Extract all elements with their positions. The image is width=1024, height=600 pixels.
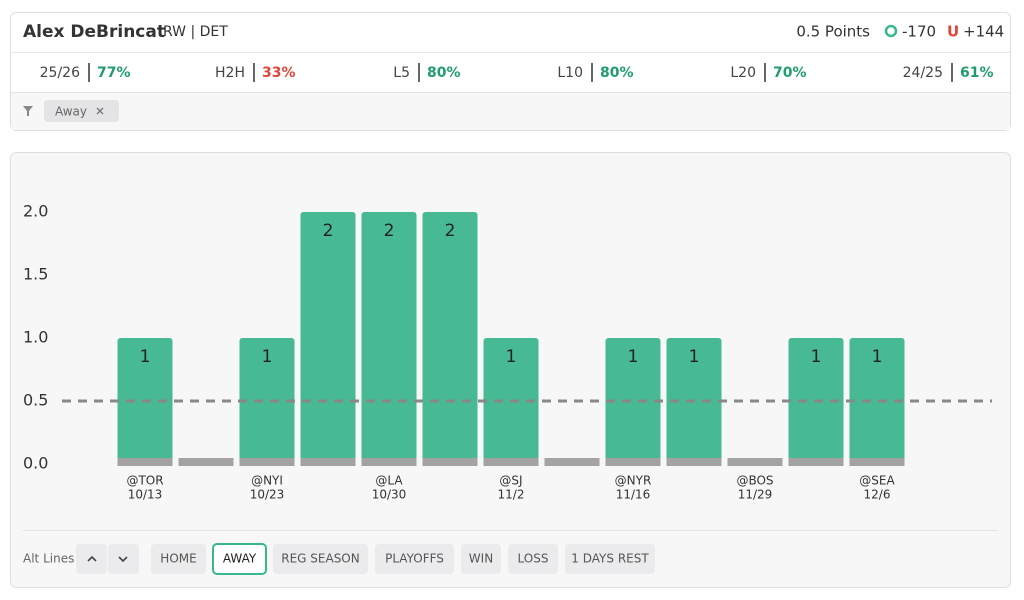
x-tick-label: @NYR bbox=[615, 474, 652, 488]
stat-value: 77% bbox=[97, 65, 131, 81]
filter-button-label: 1 DAYS REST bbox=[571, 552, 649, 566]
alt-down[interactable] bbox=[108, 544, 139, 574]
filter-remove[interactable] bbox=[96, 107, 104, 115]
stat-label: L10 bbox=[557, 65, 583, 81]
over-icon bbox=[884, 24, 898, 38]
filter-button[interactable] bbox=[273, 544, 368, 574]
filter-button-label: PLAYOFFS bbox=[385, 552, 444, 566]
alt-up[interactable] bbox=[76, 544, 107, 574]
bar bbox=[605, 338, 661, 464]
value-label: 1 bbox=[506, 347, 517, 367]
value-label: 1 bbox=[872, 347, 883, 367]
bar-base bbox=[788, 458, 844, 466]
value-label: 1 bbox=[811, 347, 822, 367]
stat-value: 80% bbox=[600, 65, 634, 81]
bar bbox=[361, 212, 417, 464]
controls: Alt Lines HOME AWAY REG SEASON PLAYOFFS WIN LO… bbox=[23, 543, 655, 575]
filter-row bbox=[11, 93, 1010, 130]
filter-button-label: WIN bbox=[469, 552, 493, 566]
value-label: 1 bbox=[262, 347, 273, 367]
x-tick-label: @NYI bbox=[251, 474, 283, 488]
under-icon: U bbox=[947, 23, 959, 41]
x-tick-date: 11/29 bbox=[738, 488, 773, 502]
value-label: 2 bbox=[384, 221, 395, 241]
stat-label: L5 bbox=[393, 65, 410, 81]
bar-base bbox=[239, 458, 295, 466]
bar-base bbox=[117, 458, 173, 466]
bar-base bbox=[483, 458, 539, 466]
stat-value: 70% bbox=[773, 65, 807, 81]
filter-button[interactable] bbox=[212, 543, 267, 575]
up-icon bbox=[87, 555, 97, 562]
filter-button-label: HOME bbox=[160, 552, 196, 566]
bar-base bbox=[300, 458, 356, 466]
y-tick-label: 1.0 bbox=[23, 328, 48, 347]
bar-base bbox=[178, 458, 234, 466]
value-label: 1 bbox=[628, 347, 639, 367]
filter-chip[interactable] bbox=[44, 100, 119, 122]
bar bbox=[239, 338, 295, 464]
bar bbox=[300, 212, 356, 464]
y-tick-label: 1.5 bbox=[23, 265, 48, 284]
filter-button[interactable] bbox=[375, 544, 454, 574]
down-icon bbox=[118, 556, 128, 563]
x-tick-date: 10/23 bbox=[250, 488, 285, 502]
stats-row: 25/26 77% H2H 33% L5 80% L10 80% L20 70% 24/25 61% bbox=[40, 63, 994, 82]
filter-button[interactable] bbox=[151, 544, 206, 574]
stat-value: 61% bbox=[960, 65, 994, 81]
stat-label: L20 bbox=[730, 65, 756, 81]
x-tick-label: @SJ bbox=[499, 474, 522, 488]
value-label: 2 bbox=[323, 221, 334, 241]
filter-icon bbox=[23, 106, 33, 116]
x-tick-label: @LA bbox=[375, 474, 403, 488]
stat-value: 80% bbox=[427, 65, 461, 81]
stat-value: 33% bbox=[262, 65, 296, 81]
alt-lines-label: Alt Lines bbox=[23, 552, 74, 566]
x-tick-label: @TOR bbox=[126, 474, 163, 488]
bar-base bbox=[422, 458, 478, 466]
filter-button[interactable] bbox=[508, 544, 558, 574]
x-tick-date: 12/6 bbox=[864, 488, 891, 502]
filter-button-label: REG SEASON bbox=[281, 552, 359, 566]
filter-button-label: LOSS bbox=[518, 552, 549, 566]
stat-label: 25/26 bbox=[40, 65, 80, 81]
filter-button[interactable] bbox=[461, 544, 501, 574]
x-tick-date: 10/30 bbox=[372, 488, 407, 502]
x-tick-date: 11/2 bbox=[498, 488, 525, 502]
x-tick-label: @SEA bbox=[859, 474, 895, 488]
y-tick-label: 2.0 bbox=[23, 202, 48, 221]
bar-base bbox=[361, 458, 417, 466]
stat-label: H2H bbox=[215, 65, 245, 81]
under-odds: +144 bbox=[963, 23, 1004, 41]
filter-button[interactable] bbox=[565, 544, 655, 574]
bar bbox=[422, 212, 478, 464]
bar-base bbox=[849, 458, 905, 466]
x-tick-date: 11/16 bbox=[616, 488, 651, 502]
filter-chip-label: Away bbox=[55, 105, 87, 119]
value-label: 1 bbox=[689, 347, 700, 367]
y-tick-label: 0.0 bbox=[23, 454, 48, 473]
bar-base bbox=[605, 458, 661, 466]
line: 0.5 Points bbox=[796, 23, 870, 41]
bar-base bbox=[727, 458, 783, 466]
stat-label: 24/25 bbox=[903, 65, 943, 81]
value-label: 1 bbox=[140, 347, 151, 367]
bar bbox=[849, 338, 905, 464]
x-tick-label: @BOS bbox=[736, 474, 773, 488]
bar-base bbox=[544, 458, 600, 466]
bar-base bbox=[666, 458, 722, 466]
filter-button-label: AWAY bbox=[223, 552, 257, 566]
position-team: RW | DET bbox=[163, 24, 228, 40]
filters: Away bbox=[44, 100, 119, 122]
value-label: 2 bbox=[445, 221, 456, 241]
over-odds: -170 bbox=[902, 23, 936, 41]
x-tick-date: 10/13 bbox=[128, 488, 163, 502]
player-name: Alex DeBrincat bbox=[23, 22, 165, 42]
y-tick-label: 0.5 bbox=[23, 391, 48, 410]
